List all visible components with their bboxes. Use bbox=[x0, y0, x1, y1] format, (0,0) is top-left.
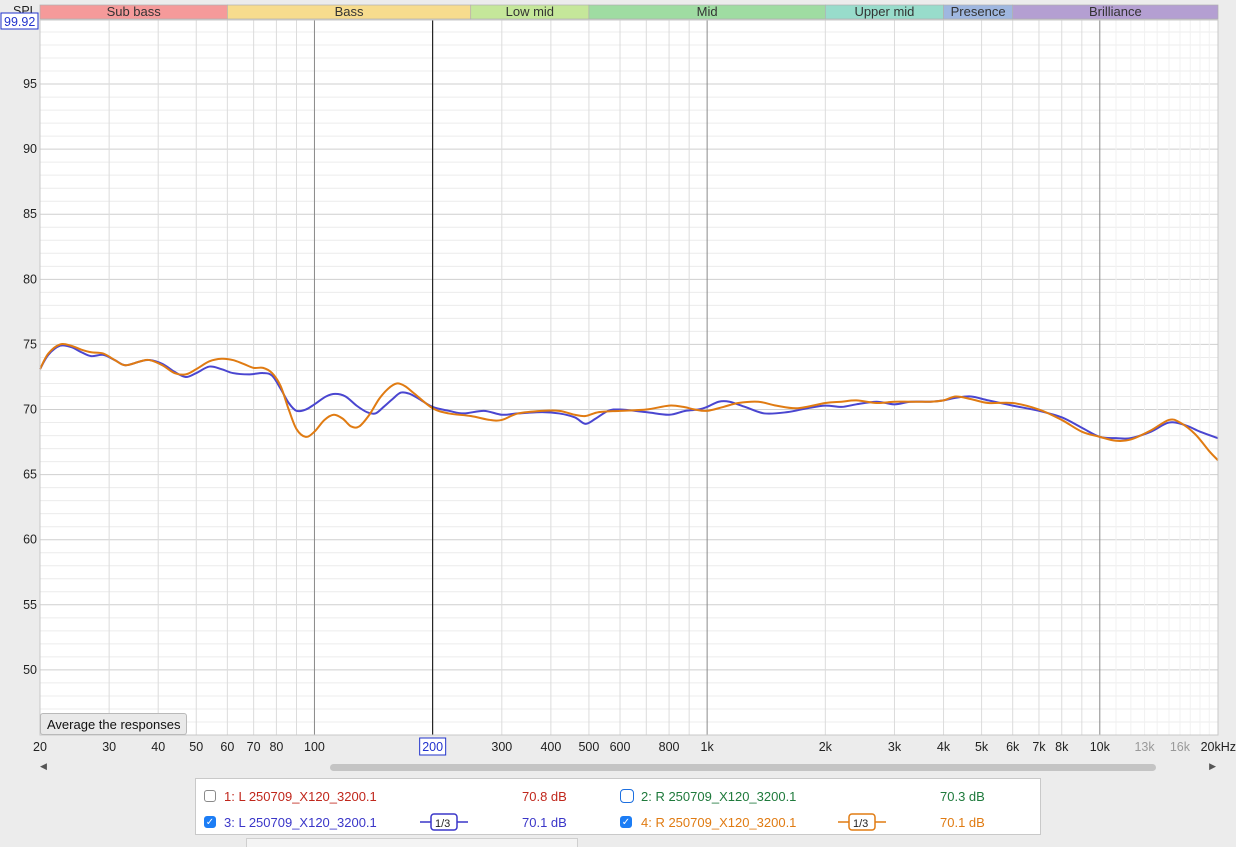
legend-checkbox-4[interactable]: ✓ bbox=[620, 816, 632, 828]
legend-value-2: 70.3 dB bbox=[940, 789, 985, 804]
cursor-readout[interactable]: 200 bbox=[419, 737, 447, 756]
y-tick-55: 55 bbox=[23, 598, 37, 612]
x-tick-2k: 2k bbox=[819, 740, 833, 754]
series-line-4[interactable] bbox=[39, 342, 1219, 461]
legend-label-4: 4: R 250709_X120_3200.1 bbox=[641, 814, 797, 830]
measurement-legend: 1: L 250709_X120_3200.1 70.8 dB 2: R 250… bbox=[195, 778, 1041, 835]
x-tick-60: 60 bbox=[220, 740, 234, 754]
x-tick-600: 600 bbox=[610, 740, 631, 754]
legend-checkbox-3[interactable]: ✓ bbox=[204, 816, 216, 828]
scroll-thumb[interactable] bbox=[330, 764, 1156, 771]
band-label-2: Low mid bbox=[506, 4, 554, 19]
legend-checkbox-1[interactable] bbox=[204, 790, 216, 802]
band-label-0: Sub bass bbox=[107, 4, 162, 19]
smoothing-badge-3[interactable]: 1/3 bbox=[420, 813, 468, 831]
x-tick-8k: 8k bbox=[1055, 740, 1069, 754]
legend-item-1[interactable]: 1: L 250709_X120_3200.1 bbox=[204, 786, 377, 806]
frequency-bands: Sub bass Bass Low mid Mid Upper mid Presence B… bbox=[39, 4, 1219, 20]
smoothing-badge-4[interactable]: 1/3 bbox=[838, 813, 886, 831]
band-label-5: Presence bbox=[951, 4, 1006, 19]
y-tick-85: 85 bbox=[23, 207, 37, 221]
x-tick-10k: 10k bbox=[1090, 740, 1111, 754]
x-tick-100: 100 bbox=[304, 740, 325, 754]
legend-value-1: 70.8 dB bbox=[522, 789, 567, 804]
y-tick-95: 95 bbox=[23, 77, 37, 91]
plot-background bbox=[40, 20, 1218, 735]
band-label-3: Mid bbox=[697, 4, 718, 19]
y-axis: 50 55 60 65 70 75 80 85 90 95 bbox=[23, 77, 37, 677]
series-lines bbox=[39, 342, 1219, 461]
band-label-4: Upper mid bbox=[854, 4, 914, 19]
grid-lines bbox=[39, 20, 1219, 735]
x-axis: 20 30 40 50 60 70 80 100 300 400 500 600 800 1k 2k 3k 4k… bbox=[33, 740, 1236, 754]
x-tick-7k: 7k bbox=[1032, 740, 1046, 754]
y-top-value: 99.92 bbox=[4, 15, 35, 29]
status-bar bbox=[246, 838, 578, 847]
legend-item-4[interactable]: ✓ 4: R 250709_X120_3200.1 bbox=[620, 812, 796, 832]
legend-value-3: 70.1 dB bbox=[522, 815, 567, 830]
y-tick-50: 50 bbox=[23, 663, 37, 677]
cursor-frequency: 200 bbox=[422, 740, 443, 754]
band-label-1: Bass bbox=[335, 4, 364, 19]
x-tick-5k: 5k bbox=[975, 740, 989, 754]
x-tick-16k: 16k bbox=[1170, 740, 1191, 754]
frequency-response-chart[interactable]: Sub bass Bass Low mid Mid Upper mid Presence B… bbox=[0, 0, 1236, 760]
legend-label-1: 1: L 250709_X120_3200.1 bbox=[224, 788, 377, 804]
smoothing-label-4: 1/3 bbox=[853, 818, 868, 830]
x-tick-50: 50 bbox=[189, 740, 203, 754]
legend-label-3: 3: L 250709_X120_3200.1 bbox=[224, 814, 377, 830]
y-tick-60: 60 bbox=[23, 533, 37, 547]
legend-item-3[interactable]: ✓ 3: L 250709_X120_3200.1 bbox=[204, 812, 377, 832]
x-tick-13k: 13k bbox=[1134, 740, 1155, 754]
x-tick-20kHz: 20kHz bbox=[1201, 740, 1236, 754]
x-tick-6k: 6k bbox=[1006, 740, 1020, 754]
y-tick-80: 80 bbox=[23, 272, 37, 286]
legend-checkbox-2[interactable] bbox=[620, 789, 634, 803]
legend-label-2: 2: R 250709_X120_3200.1 bbox=[641, 788, 797, 804]
y-tick-65: 65 bbox=[23, 468, 37, 482]
y-top-readout[interactable]: 99.92 bbox=[0, 12, 39, 30]
plot-border bbox=[39, 19, 1219, 736]
x-tick-400: 400 bbox=[540, 740, 561, 754]
y-tick-70: 70 bbox=[23, 403, 37, 417]
x-tick-80: 80 bbox=[269, 740, 283, 754]
x-tick-3k: 3k bbox=[888, 740, 902, 754]
x-tick-4k: 4k bbox=[937, 740, 951, 754]
legend-value-4: 70.1 dB bbox=[940, 815, 985, 830]
legend-item-2[interactable]: 2: R 250709_X120_3200.1 bbox=[620, 786, 796, 806]
x-tick-500: 500 bbox=[578, 740, 599, 754]
series-line-3[interactable] bbox=[39, 344, 1219, 440]
x-tick-40: 40 bbox=[151, 740, 165, 754]
x-tick-30: 30 bbox=[102, 740, 116, 754]
x-tick-300: 300 bbox=[491, 740, 512, 754]
x-tick-800: 800 bbox=[659, 740, 680, 754]
x-tick-70: 70 bbox=[247, 740, 261, 754]
scroll-right-arrow-icon[interactable]: ▶ bbox=[1209, 761, 1216, 771]
band-6 bbox=[1012, 4, 1219, 20]
y-tick-75: 75 bbox=[23, 337, 37, 351]
band-label-6: Brilliance bbox=[1089, 4, 1142, 19]
x-tick-1k: 1k bbox=[701, 740, 715, 754]
y-tick-90: 90 bbox=[23, 142, 37, 156]
scroll-left-arrow-icon[interactable]: ◀ bbox=[40, 761, 47, 771]
smoothing-label-3: 1/3 bbox=[435, 818, 450, 830]
average-responses-button[interactable]: Average the responses bbox=[40, 713, 188, 735]
x-tick-20: 20 bbox=[33, 740, 47, 754]
horizontal-scrollbar[interactable]: ◀ ▶ bbox=[40, 760, 1220, 774]
